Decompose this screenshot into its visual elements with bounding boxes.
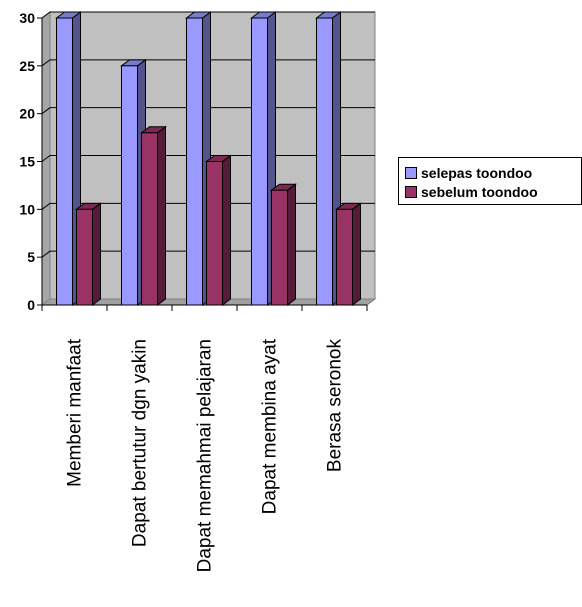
category-label: Berasa seronok: [325, 339, 346, 473]
bar-side: [287, 183, 296, 306]
legend-item-sebelum: sebelum toondoo: [405, 183, 538, 201]
bar-sebelum-3: [270, 183, 297, 306]
y-tick-label: 5: [27, 249, 35, 265]
y-tick-label: 0: [27, 297, 35, 313]
y-tick-label: 10: [19, 201, 35, 217]
legend-item-selepas: selepas toondoo: [405, 164, 532, 182]
y-tick-label: 15: [19, 154, 35, 170]
y-tick-labels: 0 5 10 15 20 25 30: [19, 10, 35, 313]
legend: selepas toondoo sebelum toondoo: [398, 157, 582, 205]
category-label: Dapat bertutur dgn yakin: [130, 339, 151, 547]
bar-side: [92, 202, 101, 306]
bar-side: [222, 154, 231, 306]
legend-swatch-selepas: [405, 167, 417, 179]
bar-selepas-4: [315, 11, 342, 306]
bar-side: [157, 125, 166, 306]
bar-side: [352, 202, 361, 306]
bar-front: [336, 208, 353, 306]
bar-front: [206, 161, 223, 306]
bar-front: [251, 17, 268, 306]
bar-front: [141, 132, 158, 306]
bar-front: [271, 189, 288, 306]
y-tick-label: 30: [19, 10, 35, 26]
category-label: Dapat memahmai pelajaran: [195, 339, 216, 572]
bar-sebelum-4: [335, 202, 362, 306]
bar-front: [76, 208, 93, 306]
legend-label-selepas: selepas toondoo: [421, 165, 533, 181]
bar-sebelum-1: [140, 125, 167, 306]
legend-label-sebelum: sebelum toondoo: [421, 184, 538, 200]
axes: [37, 17, 368, 311]
y-tick-label: 20: [19, 106, 35, 122]
bar-sebelum-0: [75, 202, 102, 306]
legend-swatch-sebelum: [405, 186, 417, 198]
category-label: Memberi manfaat: [65, 338, 86, 487]
bar-front: [316, 17, 333, 306]
bar-front: [186, 17, 203, 306]
bar-front: [121, 65, 138, 306]
category-label: Dapat membina ayat: [260, 338, 281, 514]
bars: [55, 11, 362, 306]
bar-front: [56, 17, 73, 306]
y-tick-label: 25: [19, 58, 35, 74]
bar-sebelum-2: [205, 154, 232, 306]
x-tick-labels: Memberi manfaat Dapat bertutur dgn yakin D…: [65, 338, 346, 572]
